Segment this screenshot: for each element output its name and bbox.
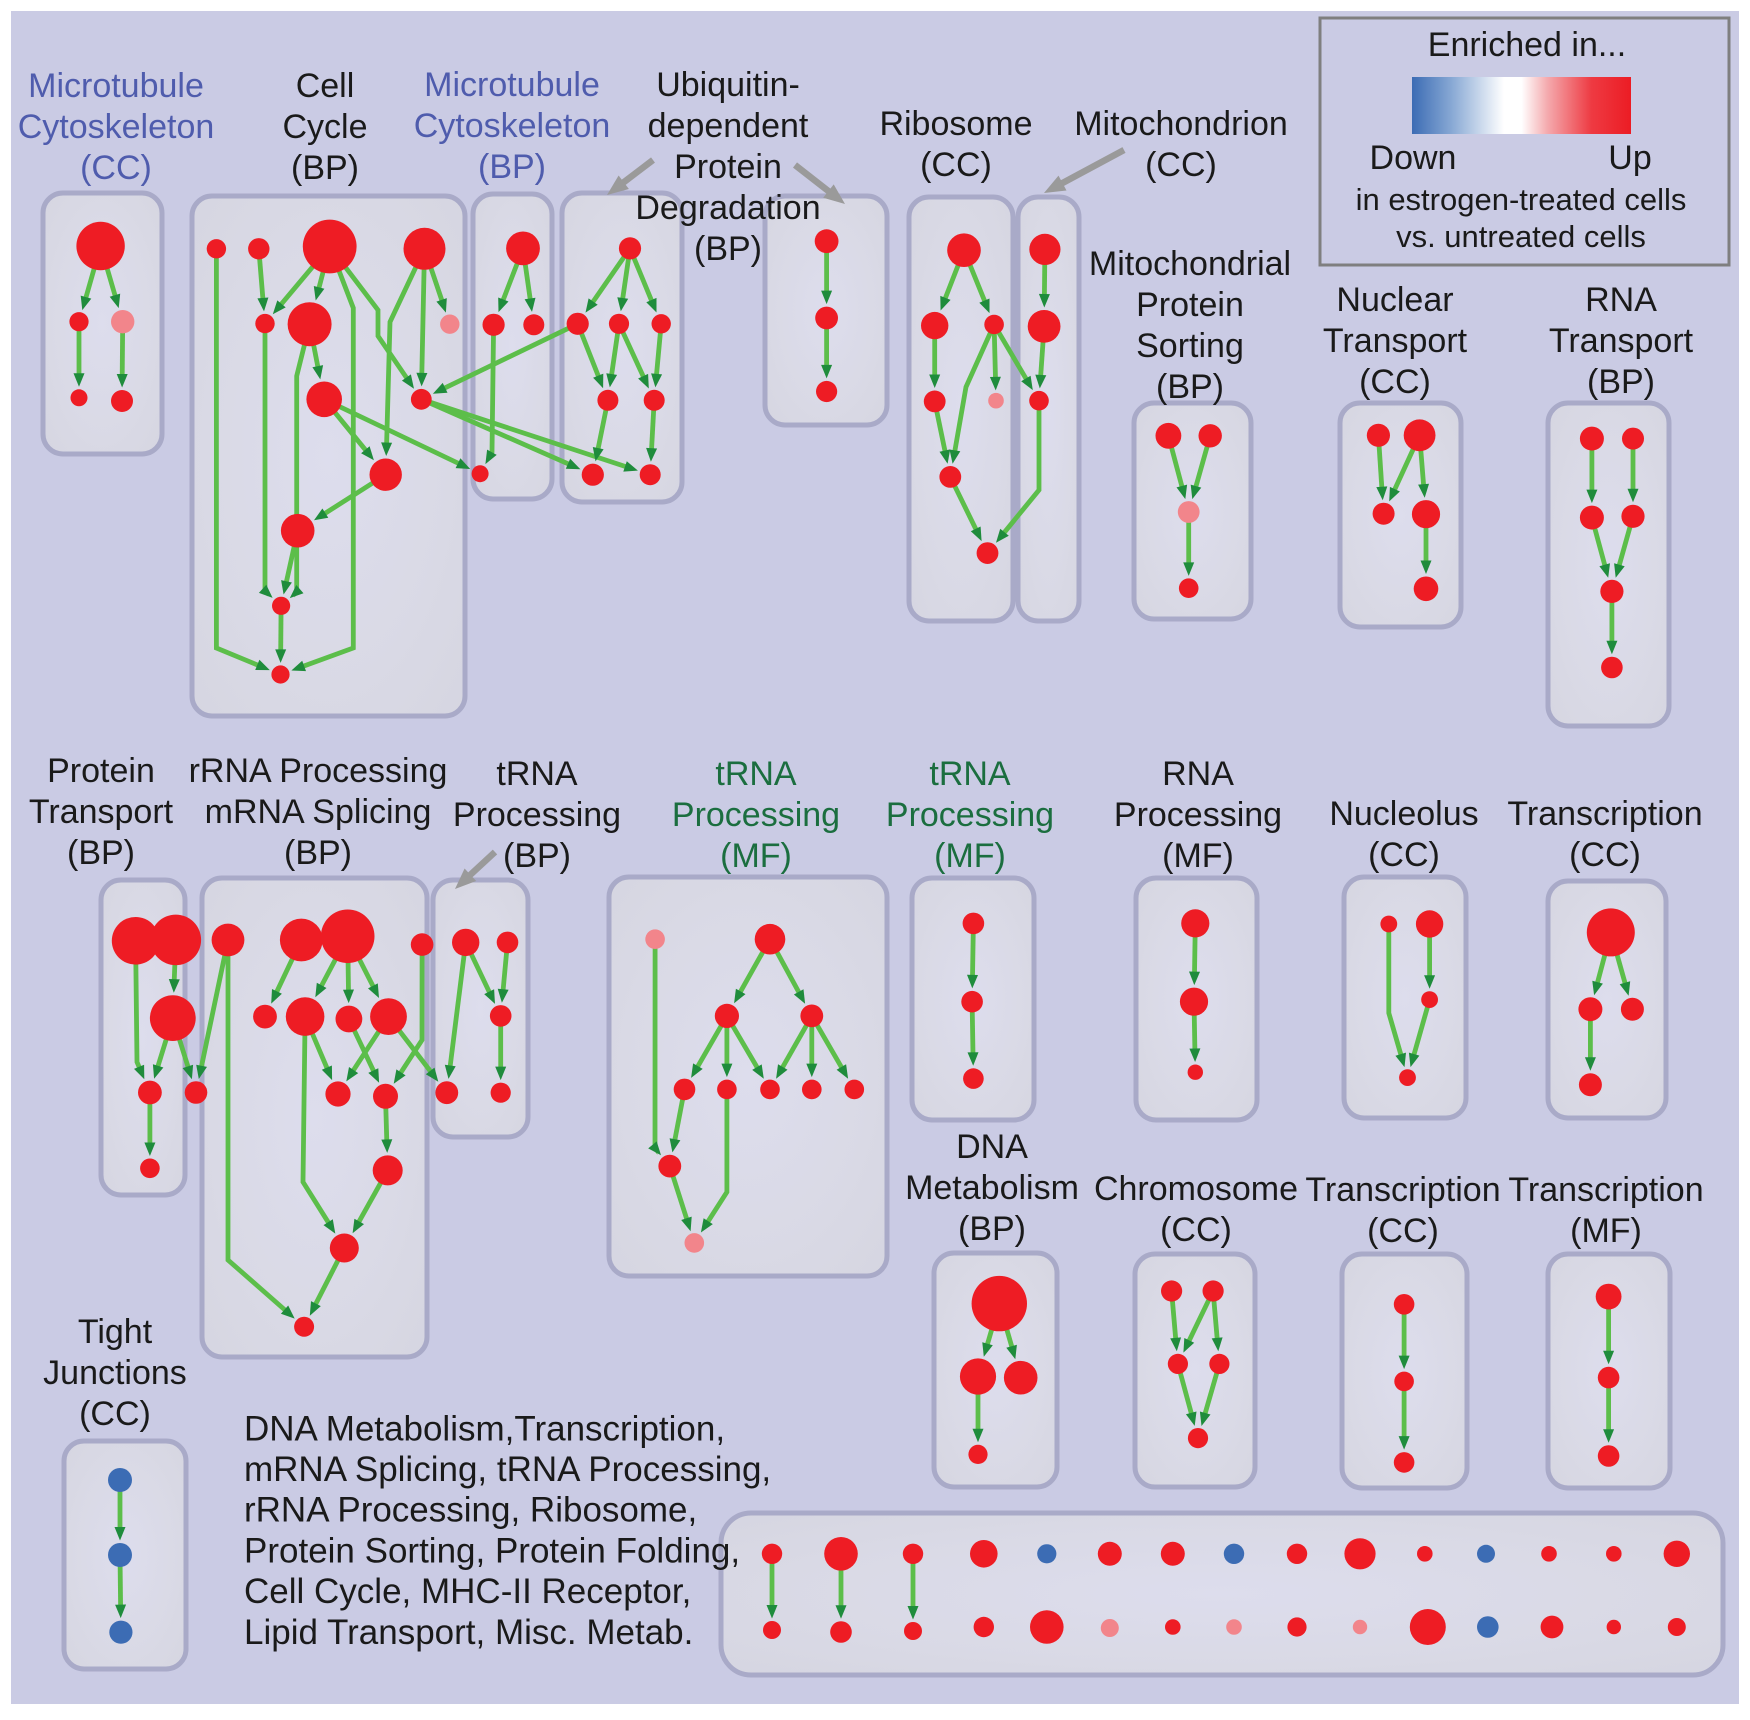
svg-text:Microtubule: Microtubule [28,67,204,105]
svg-text:Degradation: Degradation [635,189,820,227]
svg-text:Transcription: Transcription [1305,1171,1500,1209]
svg-text:Transport: Transport [1549,322,1694,360]
svg-text:Cytoskeleton: Cytoskeleton [18,108,215,146]
svg-text:Microtubule: Microtubule [424,66,600,104]
svg-text:Cell Cycle, MHC-II Receptor,: Cell Cycle, MHC-II Receptor, [244,1572,691,1611]
svg-text:Junctions: Junctions [43,1354,187,1392]
svg-text:Cytoskeleton: Cytoskeleton [414,107,611,145]
svg-text:Down: Down [1370,139,1457,177]
svg-text:Lipid Transport, Misc. Metab.: Lipid Transport, Misc. Metab. [244,1613,693,1652]
svg-text:(BP): (BP) [67,834,135,872]
svg-text:mRNA Splicing: mRNA Splicing [205,793,432,831]
svg-text:(MF): (MF) [1162,837,1234,875]
svg-text:Processing: Processing [672,796,840,834]
svg-text:(CC): (CC) [1160,1211,1232,1249]
svg-text:(BP): (BP) [958,1210,1026,1248]
svg-text:Ribosome: Ribosome [879,105,1032,143]
svg-text:tRNA: tRNA [929,755,1011,793]
svg-text:(CC): (CC) [80,149,152,187]
svg-text:(CC): (CC) [79,1395,151,1433]
svg-text:RNA: RNA [1162,755,1234,793]
svg-text:(BP): (BP) [284,834,352,872]
svg-text:(BP): (BP) [291,149,359,187]
svg-text:Protein: Protein [47,752,155,790]
svg-text:(CC): (CC) [1145,146,1217,184]
svg-text:(MF): (MF) [934,837,1006,875]
svg-text:Tight: Tight [78,1313,153,1351]
svg-text:Metabolism: Metabolism [905,1169,1079,1207]
svg-text:Sorting: Sorting [1136,327,1244,365]
svg-text:in estrogen-treated cells: in estrogen-treated cells [1356,182,1687,217]
svg-text:Transport: Transport [1323,322,1468,360]
svg-text:Processing: Processing [886,796,1054,834]
svg-text:(CC): (CC) [1367,1212,1439,1250]
svg-text:tRNA: tRNA [715,755,797,793]
svg-text:rRNA Processing, Ribosome,: rRNA Processing, Ribosome, [244,1491,697,1530]
svg-text:(BP): (BP) [1587,363,1655,401]
svg-text:mRNA Splicing, tRNA Processing: mRNA Splicing, tRNA Processing, [244,1450,771,1489]
svg-text:(CC): (CC) [1569,836,1641,874]
svg-text:(CC): (CC) [1368,836,1440,874]
svg-text:(MF): (MF) [720,837,792,875]
svg-text:(BP): (BP) [1156,368,1224,406]
svg-text:Processing: Processing [1114,796,1282,834]
svg-text:(BP): (BP) [478,148,546,186]
svg-text:Up: Up [1608,139,1651,177]
svg-text:Enriched in...: Enriched in... [1428,26,1626,64]
svg-text:Transcription: Transcription [1508,1171,1703,1209]
svg-text:Protein: Protein [1136,286,1244,324]
svg-text:RNA: RNA [1585,281,1657,319]
svg-text:Protein: Protein [674,148,782,186]
svg-text:Mitochondrion: Mitochondrion [1074,105,1288,143]
svg-text:Protein Sorting, Protein Foldi: Protein Sorting, Protein Folding, [244,1531,740,1570]
svg-text:(CC): (CC) [920,146,992,184]
svg-text:Cycle: Cycle [282,108,367,146]
svg-text:tRNA: tRNA [496,755,578,793]
svg-text:DNA Metabolism,Transcription,: DNA Metabolism,Transcription, [244,1409,725,1448]
svg-text:Transport: Transport [29,793,174,831]
svg-text:rRNA Processing: rRNA Processing [189,752,448,790]
svg-text:dependent: dependent [648,107,809,145]
svg-text:(CC): (CC) [1359,363,1431,401]
svg-text:Nucleolus: Nucleolus [1329,795,1478,833]
svg-text:Nuclear: Nuclear [1336,281,1453,319]
svg-text:(BP): (BP) [503,837,571,875]
svg-text:Processing: Processing [453,796,621,834]
svg-text:DNA: DNA [956,1128,1028,1166]
svg-text:Transcription: Transcription [1507,795,1702,833]
svg-text:Cell: Cell [296,67,355,105]
svg-text:(MF): (MF) [1570,1212,1642,1250]
svg-text:(BP): (BP) [694,230,762,268]
svg-text:Chromosome: Chromosome [1094,1170,1298,1208]
svg-text:Mitochondrial: Mitochondrial [1089,245,1291,283]
svg-text:Ubiquitin-: Ubiquitin- [656,66,800,104]
svg-text:vs. untreated cells: vs. untreated cells [1396,219,1646,254]
